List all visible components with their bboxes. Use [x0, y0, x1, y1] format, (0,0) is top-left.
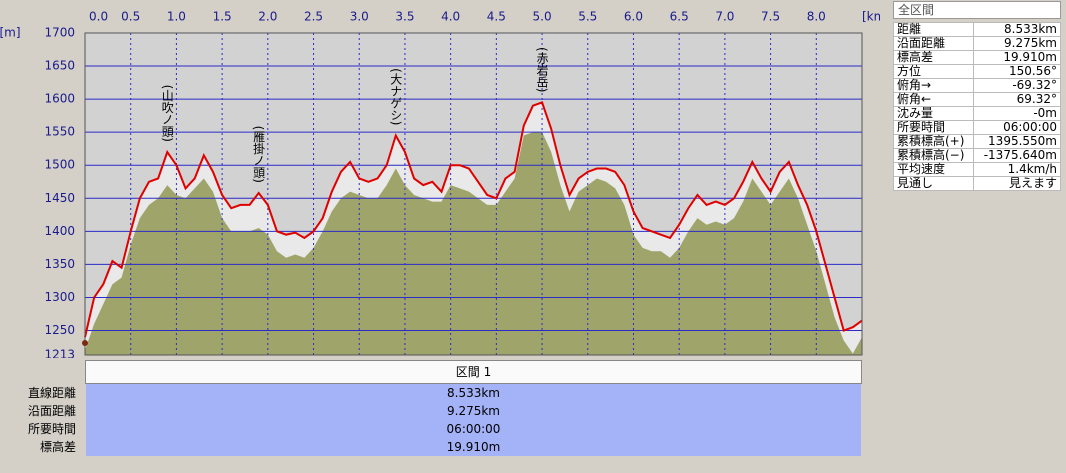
y-tick-label: 1213: [44, 348, 75, 359]
x-tick-label: 6.0: [624, 10, 643, 24]
y-tick-label: 1650: [44, 59, 75, 73]
peak-label: (赤岩岳): [535, 47, 549, 92]
y-tick-label: 1600: [44, 92, 75, 106]
section-row: 所要時間 06:00:00: [0, 420, 862, 438]
section-label: 沿面距離: [27, 404, 76, 418]
summary-label: 沈み量: [892, 106, 975, 121]
summary-row: 沿面距離 9.275km: [892, 36, 1061, 51]
summary-row: 俯角← 69.32°: [892, 92, 1061, 107]
summary-value: 19.910m: [973, 50, 1061, 65]
x-tick-label: 0.0: [89, 10, 108, 24]
summary-label: 見通し: [892, 176, 975, 191]
x-tick-label: 5.5: [578, 10, 597, 24]
section-row: 沿面距離 9.275km: [0, 402, 862, 420]
x-tick-label: 7.5: [761, 10, 780, 24]
summary-value: 1395.550m: [973, 134, 1061, 149]
summary-value: 9.275km: [973, 36, 1061, 51]
summary-value: 150.56°: [973, 64, 1061, 79]
summary-row: 見通し 見えます: [892, 176, 1061, 191]
summary-label: 累積標高(−): [892, 148, 975, 163]
y-unit: [m]: [0, 26, 21, 40]
terrain-area: [85, 132, 862, 355]
summary-value: -69.32°: [973, 78, 1061, 93]
x-tick-label: 0.5: [121, 10, 140, 24]
section-value: 06:00:00: [86, 420, 861, 438]
x-tick-label: 6.5: [670, 10, 689, 24]
y-tick-label: 1400: [44, 224, 75, 238]
summary-label: 沿面距離: [892, 36, 975, 51]
summary-row: 所要時間 06:00:00: [892, 120, 1061, 135]
x-tick-label: 1.5: [213, 10, 232, 24]
peak-label: (雁掛ノ頭): [252, 126, 266, 183]
y-tick-label: 1500: [44, 158, 75, 172]
x-tick-label: 4.5: [487, 10, 506, 24]
section-row: 標高差 19.910m: [0, 438, 862, 456]
x-tick-label: 7.0: [715, 10, 734, 24]
y-tick-label: 1350: [44, 257, 75, 271]
section-value: 9.275km: [86, 402, 861, 420]
x-tick-label: 3.0: [350, 10, 369, 24]
summary-value: 1.4km/h: [973, 162, 1061, 177]
summary-row: 累積標高(+) 1395.550m: [892, 134, 1061, 149]
section-value: 8.533km: [86, 384, 861, 402]
peak-label: (山吹ノ頭): [160, 85, 174, 142]
summary-row: 方位 150.56°: [892, 64, 1061, 79]
y-tick-label: 1250: [44, 323, 75, 337]
summary-panel: 全区間 距離 8.533km 沿面距離 9.275km 標高差 19.910m 方位 150.…: [892, 1, 1061, 191]
summary-value: -0m: [973, 106, 1061, 121]
section-label: 所要時間: [27, 422, 76, 436]
y-tick-label: 1450: [44, 191, 75, 205]
section-header: 区間 1: [85, 360, 862, 384]
summary-value: 69.32°: [973, 92, 1061, 107]
summary-row: 俯角→ -69.32°: [892, 78, 1061, 93]
summary-table: 距離 8.533km 沿面距離 9.275km 標高差 19.910m 方位 150.56° 俯…: [892, 22, 1061, 191]
summary-label: 俯角→: [892, 78, 975, 93]
x-unit: [km]: [862, 10, 880, 24]
x-tick-label: 2.0: [258, 10, 277, 24]
plot-border: [84, 32, 863, 356]
summary-title: 全区間: [893, 1, 1061, 19]
x-tick-label: 8.0: [807, 10, 826, 24]
section-label: 標高差: [39, 440, 76, 454]
x-tick-label: 1.0: [167, 10, 186, 24]
summary-row: 累積標高(−) -1375.640m: [892, 148, 1061, 163]
summary-value: 8.533km: [973, 22, 1061, 37]
summary-row: 標高差 19.910m: [892, 50, 1061, 65]
x-tick-label: 2.5: [304, 10, 323, 24]
profile-line: [84, 101, 863, 338]
x-tick-label: 4.0: [441, 10, 460, 24]
peak-label: (大ナゲシ): [389, 68, 403, 125]
summary-row: 平均速度 1.4km/h: [892, 162, 1061, 177]
x-tick-label: 5.0: [533, 10, 552, 24]
start-marker: [82, 340, 88, 346]
summary-value: 見えます: [973, 176, 1061, 191]
summary-label: 所要時間: [892, 120, 975, 135]
chart: [km] [m] 1213 1250 1300 1350 1400 1450 1500 155…: [0, 10, 880, 359]
section-label: 直線距離: [27, 386, 76, 400]
summary-value: -1375.640m: [973, 148, 1061, 163]
section-value: 19.910m: [86, 438, 861, 456]
y-tick-label: 1700: [44, 26, 75, 40]
x-tick-label: 3.5: [395, 10, 414, 24]
summary-row: 距離 8.533km: [892, 22, 1061, 37]
summary-row: 沈み量 -0m: [892, 106, 1061, 121]
summary-label: 累積標高(+): [892, 134, 975, 149]
summary-label: 標高差: [892, 50, 975, 65]
y-tick-label: 1550: [44, 125, 75, 139]
summary-label: 平均速度: [892, 162, 975, 177]
summary-label: 距離: [892, 22, 975, 37]
summary-label: 方位: [892, 64, 975, 79]
section-row: 直線距離 8.533km: [0, 384, 862, 402]
y-tick-label: 1300: [44, 290, 75, 304]
summary-value: 06:00:00: [973, 120, 1061, 135]
summary-label: 俯角←: [892, 92, 975, 107]
